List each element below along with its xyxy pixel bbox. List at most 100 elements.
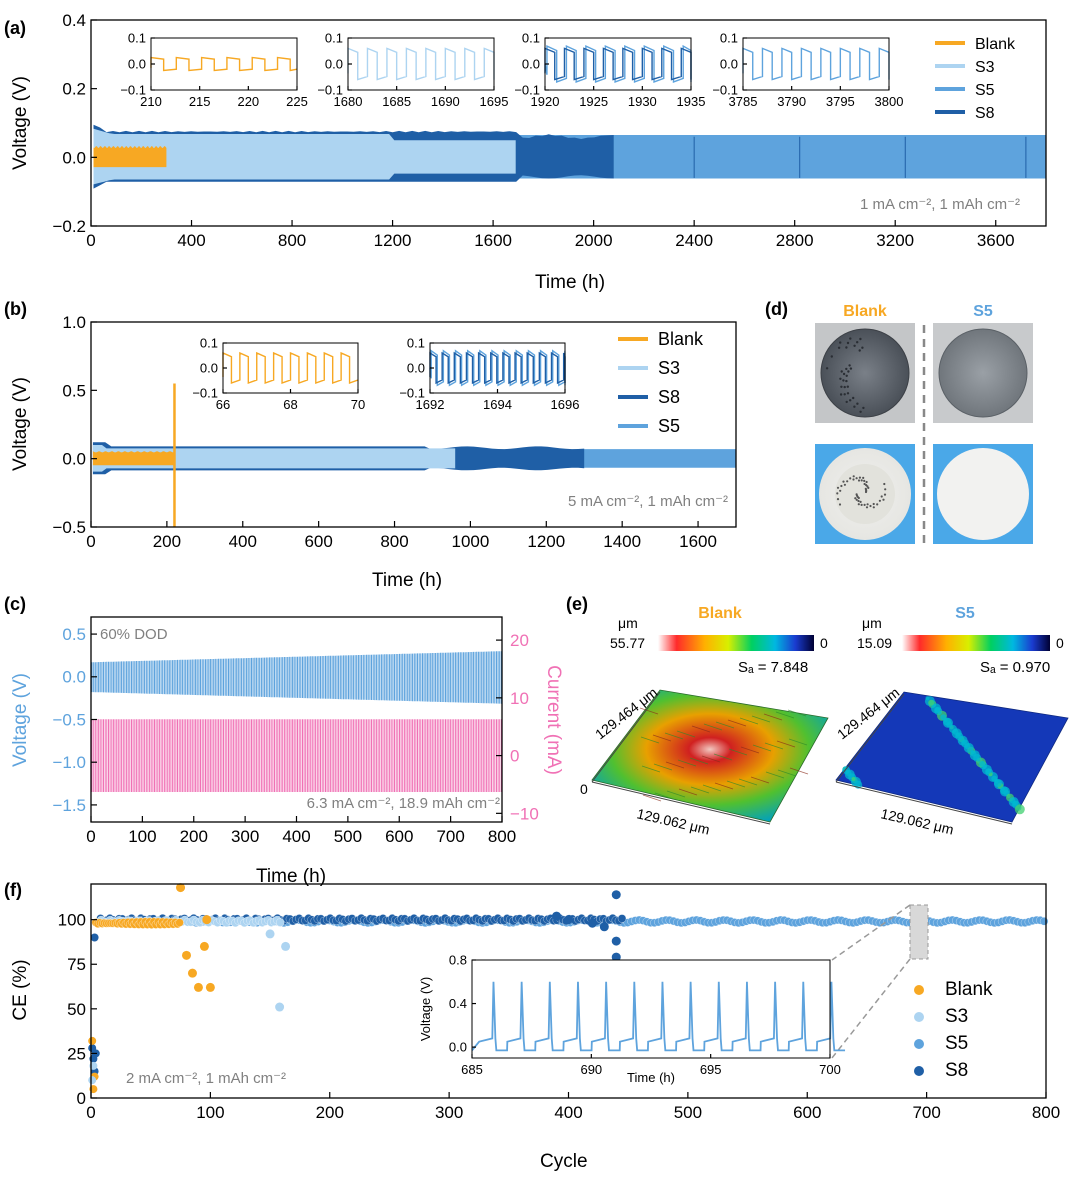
y-tick-label: −0.2 [52, 217, 86, 236]
dendrite-dot [846, 341, 850, 345]
y-tick-label: 0 [77, 1089, 86, 1108]
blank-x-axis [591, 781, 771, 825]
x-tick-label: 1600 [474, 231, 512, 250]
x-tick-label: 0 [86, 1103, 95, 1122]
ce-outlier-blank [193, 982, 203, 992]
y-tick-label: 0.8 [449, 953, 467, 968]
s5-x-dim: 129.062 μm [879, 805, 955, 837]
x-tick-label: 200 [180, 827, 208, 846]
panel-a-condition: 1 mA cm⁻², 1 mAh cm⁻² [860, 196, 1020, 213]
x-tick-label: 685 [461, 1062, 483, 1077]
y-tick-label: 0.1 [720, 31, 738, 46]
s5-sa: Sₐ = 0.970 [980, 659, 1050, 676]
surface-bump [1014, 804, 1025, 815]
legend-label: S3 [945, 1006, 968, 1027]
surface-streak [689, 757, 709, 765]
dendrite-dot [840, 370, 843, 373]
panel-a-frame [90, 19, 1047, 227]
y-tick-label: 0.1 [407, 336, 425, 351]
y-tick-label: 0.0 [407, 361, 425, 376]
residue-dot [865, 484, 868, 487]
blank-3d-surface [591, 689, 829, 823]
surface-streak [739, 717, 759, 725]
y-tick-label: 100 [58, 911, 86, 930]
x-tick-label: 3800 [875, 94, 904, 109]
dendrite-dot [849, 367, 853, 370]
x-tick-label: 100 [128, 827, 156, 846]
y-tick-label: 75 [67, 955, 86, 974]
x-tick-label: 1400 [603, 532, 641, 551]
panel-c-xlabel: Time (h) [256, 866, 326, 887]
surface-streak [764, 742, 784, 750]
residue-dot [872, 502, 875, 506]
dendrite-dot [840, 385, 843, 388]
zoom-connector [831, 904, 911, 961]
inset-4: 3785 3790 3795 3800 0.1 0.0 −0.1 [712, 31, 903, 109]
dendrite-dot [842, 379, 845, 382]
x-tick-label: 1000 [451, 532, 489, 551]
panel-c-condition: 6.3 mA cm⁻², 18.9 mAh cm⁻² [307, 795, 500, 812]
surface-streak [789, 767, 809, 775]
dendrite-dot [853, 405, 856, 408]
x-tick-label: 800 [1032, 1103, 1060, 1122]
residue-dot [863, 503, 866, 506]
inset-1: 210 215 220 225 0.1 0.0 −0.1 [120, 31, 308, 109]
x-tick-label: 225 [286, 94, 308, 109]
y-tick-label: −1.5 [52, 796, 86, 815]
panel-a: (a) 0 400 800 1200 1600 2000 2400 2800 3200 3600 −… [4, 11, 1047, 293]
dendrite-dot [830, 355, 833, 358]
residue-dot [857, 496, 860, 500]
surface-bump [979, 761, 986, 767]
residue-dot [883, 493, 887, 496]
surface-streak [691, 725, 711, 733]
residue-dot [854, 497, 857, 500]
surface-streak [702, 784, 722, 792]
ce-point-s5 [1039, 917, 1049, 926]
surface-bump [970, 750, 975, 755]
residue-dot [863, 482, 866, 486]
y-tick-label: −0.1 [192, 386, 218, 401]
x-tick-label: 800 [278, 231, 306, 250]
surface-streak [677, 759, 697, 767]
x-tick-label: 1685 [382, 94, 411, 109]
residue-dot [836, 492, 839, 495]
x-tick-label: 215 [189, 94, 211, 109]
dendrite-dot [845, 374, 848, 377]
residue-dot [852, 475, 855, 478]
y-tick-label: 0.5 [62, 625, 86, 644]
inset-frame [471, 959, 831, 1059]
panel-b-ylabel: Voltage (V) [10, 377, 31, 471]
surface-bump [985, 768, 992, 775]
blank-separator-spot [835, 464, 895, 524]
blank-scale-min: 0 [820, 635, 828, 651]
series-s5-band [518, 135, 1046, 179]
inset-xlabel: Time (h) [627, 1070, 675, 1085]
s5-scale-min: 0 [1056, 635, 1064, 651]
surface-streak [666, 790, 686, 798]
dendrite-dot [839, 393, 843, 396]
inset-2: 1680 1685 1690 1695 0.1 0.0 −0.1 [317, 31, 508, 109]
x-tick-label: 210 [140, 94, 162, 109]
residue-dot [866, 503, 869, 506]
surface-streak [713, 753, 733, 761]
y-tick-label: −1.0 [52, 753, 86, 772]
surface-streak [726, 780, 746, 788]
residue-dot [878, 499, 882, 502]
ce-outlier-blank [202, 915, 212, 925]
surface-streak [664, 732, 684, 740]
dendrite-dot [861, 346, 864, 349]
y-tick-label: 0.0 [62, 668, 86, 687]
ce-outlier-s8 [611, 890, 621, 900]
y-tick-label: 0.0 [62, 450, 86, 469]
x-tick-label: 1694 [483, 397, 512, 412]
surface-streak [652, 734, 672, 742]
ce-outlier-s8 [611, 952, 621, 962]
ce-outlier-s3 [281, 941, 291, 951]
x-tick-label: 0 [86, 532, 95, 551]
panel-c-ylabel: Voltage (V) [10, 673, 31, 767]
dendrite-dot [845, 400, 848, 404]
ce-outlier-s8 [587, 918, 597, 928]
panel-a-legend: Blank S3 S5 S8 [935, 36, 1016, 122]
